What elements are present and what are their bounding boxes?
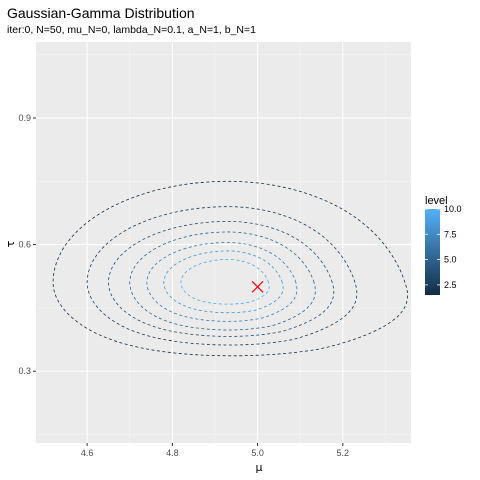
x-tick-label: 4.6	[81, 448, 94, 458]
x-axis-label: μ	[256, 461, 263, 474]
x-tick-label: 4.8	[166, 448, 179, 458]
legend-tick-label: 10.0	[444, 204, 462, 214]
chart-title: Gaussian-Gamma Distribution	[7, 5, 195, 21]
y-axis-label: τ	[4, 240, 17, 247]
x-tick-label: 5.2	[337, 448, 350, 458]
legend-tick-label: 2.5	[444, 280, 457, 290]
x-axis-ticks: 4.6 4.8 5.0 5.2	[81, 443, 349, 458]
legend-colorbar	[425, 209, 440, 295]
y-tick-label: 0.9	[18, 113, 31, 123]
y-tick-label: 0.6	[18, 240, 31, 250]
legend: level 10.07.55.02.5	[425, 195, 462, 295]
x-tick-label: 5.0	[251, 448, 264, 458]
legend-tick-label: 7.5	[444, 229, 457, 239]
y-tick-label: 0.3	[18, 366, 31, 376]
legend-tick-label: 5.0	[444, 255, 457, 265]
y-axis-ticks: 0.3 0.6 0.9	[18, 113, 36, 376]
chart-subtitle: iter:0, N=50, mu_N=0, lambda_N=0.1, a_N=…	[7, 24, 256, 36]
